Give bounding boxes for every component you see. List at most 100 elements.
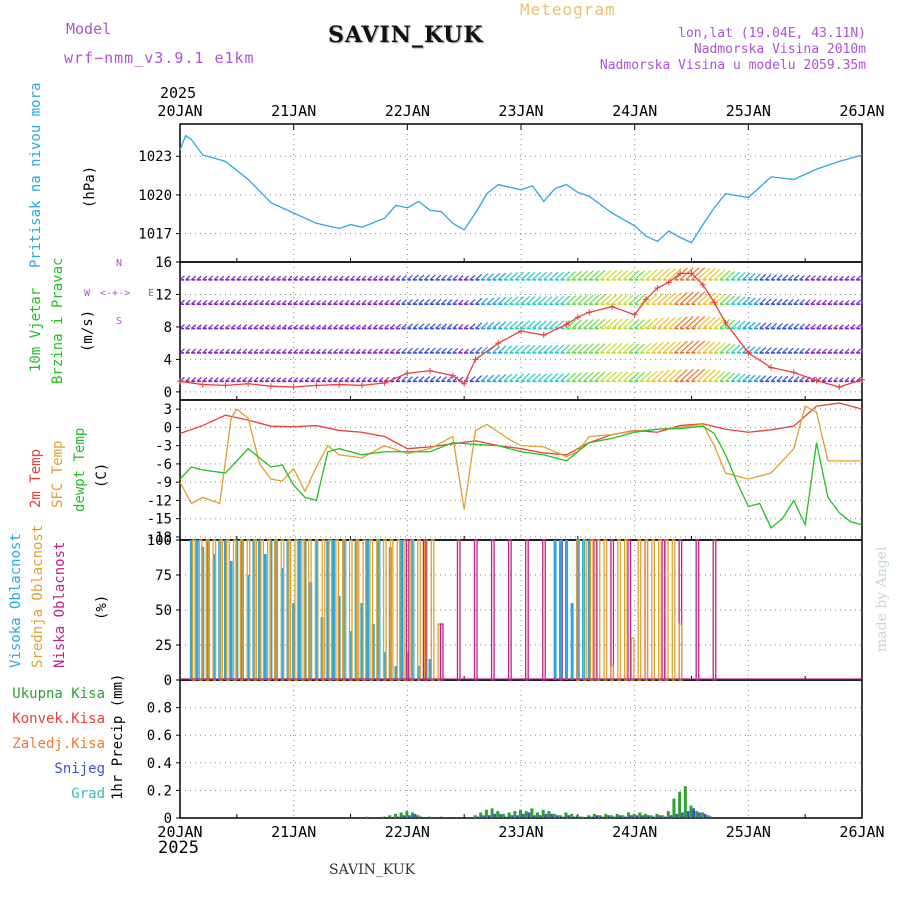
wind-barb	[787, 323, 794, 330]
wind-barb	[782, 347, 789, 354]
x-date-label-top: 20JAN	[157, 102, 202, 120]
wind-barb	[776, 375, 783, 382]
wind-barb	[702, 292, 716, 305]
wind-barb	[696, 267, 711, 281]
wind-barb	[759, 346, 767, 354]
high-cloud-bar	[246, 575, 250, 680]
mid-cloud-bar	[260, 539, 264, 681]
y-tick-label: 0	[164, 385, 172, 401]
x-date-label-top: 24JAN	[612, 102, 657, 120]
wind-barb	[531, 296, 542, 305]
snow-precip-bar	[544, 813, 548, 818]
snow-precip-bar	[556, 815, 559, 818]
wind-barb	[605, 342, 618, 354]
mid-cloud-bar	[389, 539, 394, 681]
wind-barb	[674, 316, 688, 330]
wind-barb	[605, 318, 618, 330]
y-tick-label: 1020	[138, 188, 172, 204]
high-cloud-bar	[235, 540, 239, 680]
mid-cloud-bar	[362, 539, 367, 681]
wind-barb	[617, 318, 629, 330]
high-cloud-bar	[360, 603, 364, 680]
low-cloud-bar	[456, 539, 461, 681]
wind-barb	[543, 373, 553, 382]
wind-barb	[475, 346, 483, 354]
wind-barb	[475, 375, 483, 382]
total-precip-bar	[706, 815, 710, 818]
wind-barb	[549, 344, 559, 354]
total-precip-bar	[558, 815, 562, 818]
wind-barb	[560, 295, 571, 305]
total-precip-bar	[479, 812, 483, 818]
wind-barb	[622, 343, 634, 354]
wind-barb	[776, 274, 783, 281]
wind-barb	[691, 267, 706, 281]
snow-precip-bar	[658, 815, 661, 818]
wind-barb	[719, 318, 731, 330]
y-tick-label: -12	[147, 493, 172, 509]
total-precip-bar	[644, 813, 648, 818]
total-precip-bar	[405, 811, 409, 818]
total-precip-bar	[501, 813, 505, 818]
snow-precip-bar	[612, 816, 616, 818]
compass-arrows: <-+->	[100, 288, 131, 299]
wind-barb	[503, 320, 513, 330]
wind-barb	[651, 341, 664, 354]
wind-barb	[730, 295, 741, 305]
wind-barb	[503, 296, 513, 305]
wind-barb	[549, 320, 559, 330]
wind-barb	[514, 344, 525, 354]
mid-cloud-bar	[205, 539, 210, 681]
wind-barb	[691, 340, 706, 354]
wind-barb	[486, 374, 495, 382]
wind-barb	[787, 347, 794, 354]
low-cloud-bar	[473, 539, 478, 681]
wind-barb	[520, 344, 530, 354]
wind-barb	[628, 294, 640, 305]
snow-precip-bar	[590, 816, 593, 818]
wind-barb	[759, 322, 767, 330]
wind-barb	[691, 291, 706, 305]
wind-barb	[770, 298, 778, 305]
mid-cloud-bar	[348, 539, 353, 681]
high-cloud-bar	[223, 540, 227, 680]
snow-precip-bar	[681, 812, 684, 818]
low-cloud-bar	[610, 539, 615, 681]
y-tick-label: 75	[155, 568, 172, 584]
total-precip-bar	[365, 816, 369, 818]
wind-barb	[725, 372, 736, 382]
wind-barb	[611, 294, 623, 305]
mid-cloud-bar	[294, 539, 299, 681]
wind-barb	[651, 293, 664, 305]
y-tick-label: 0	[164, 811, 172, 827]
snow-precip-bar	[567, 815, 570, 818]
wind-barb	[554, 372, 565, 382]
wind-barb	[702, 316, 716, 330]
mid-cloud-bar	[678, 623, 683, 681]
wind-barb	[526, 296, 536, 305]
snow-precip-bar	[709, 816, 713, 818]
wind-barb	[560, 372, 571, 382]
wind-barb	[696, 316, 711, 330]
high-cloud-bar	[405, 652, 409, 680]
mid-cloud-bar	[355, 539, 360, 681]
wind-barb	[526, 373, 536, 382]
wind-barb	[685, 315, 700, 330]
wind-barb	[713, 269, 726, 281]
wind-barb	[656, 369, 670, 382]
wind-barb	[537, 271, 547, 281]
wind-barb	[685, 340, 700, 354]
wind-barb	[509, 296, 519, 305]
snow-precip-bar	[516, 815, 519, 818]
mid-cloud-bar	[246, 539, 251, 681]
wind-barb	[492, 297, 501, 305]
y-tick-label: 0	[164, 673, 172, 689]
high-cloud-bar	[258, 540, 262, 680]
total-precip-bar	[615, 813, 619, 818]
wind-barb	[531, 271, 542, 281]
wind-barb	[753, 273, 761, 281]
total-precip-bar	[507, 812, 511, 818]
wind-barb	[622, 270, 634, 281]
wind-barb	[571, 372, 582, 382]
total-precip-bar	[609, 815, 613, 818]
